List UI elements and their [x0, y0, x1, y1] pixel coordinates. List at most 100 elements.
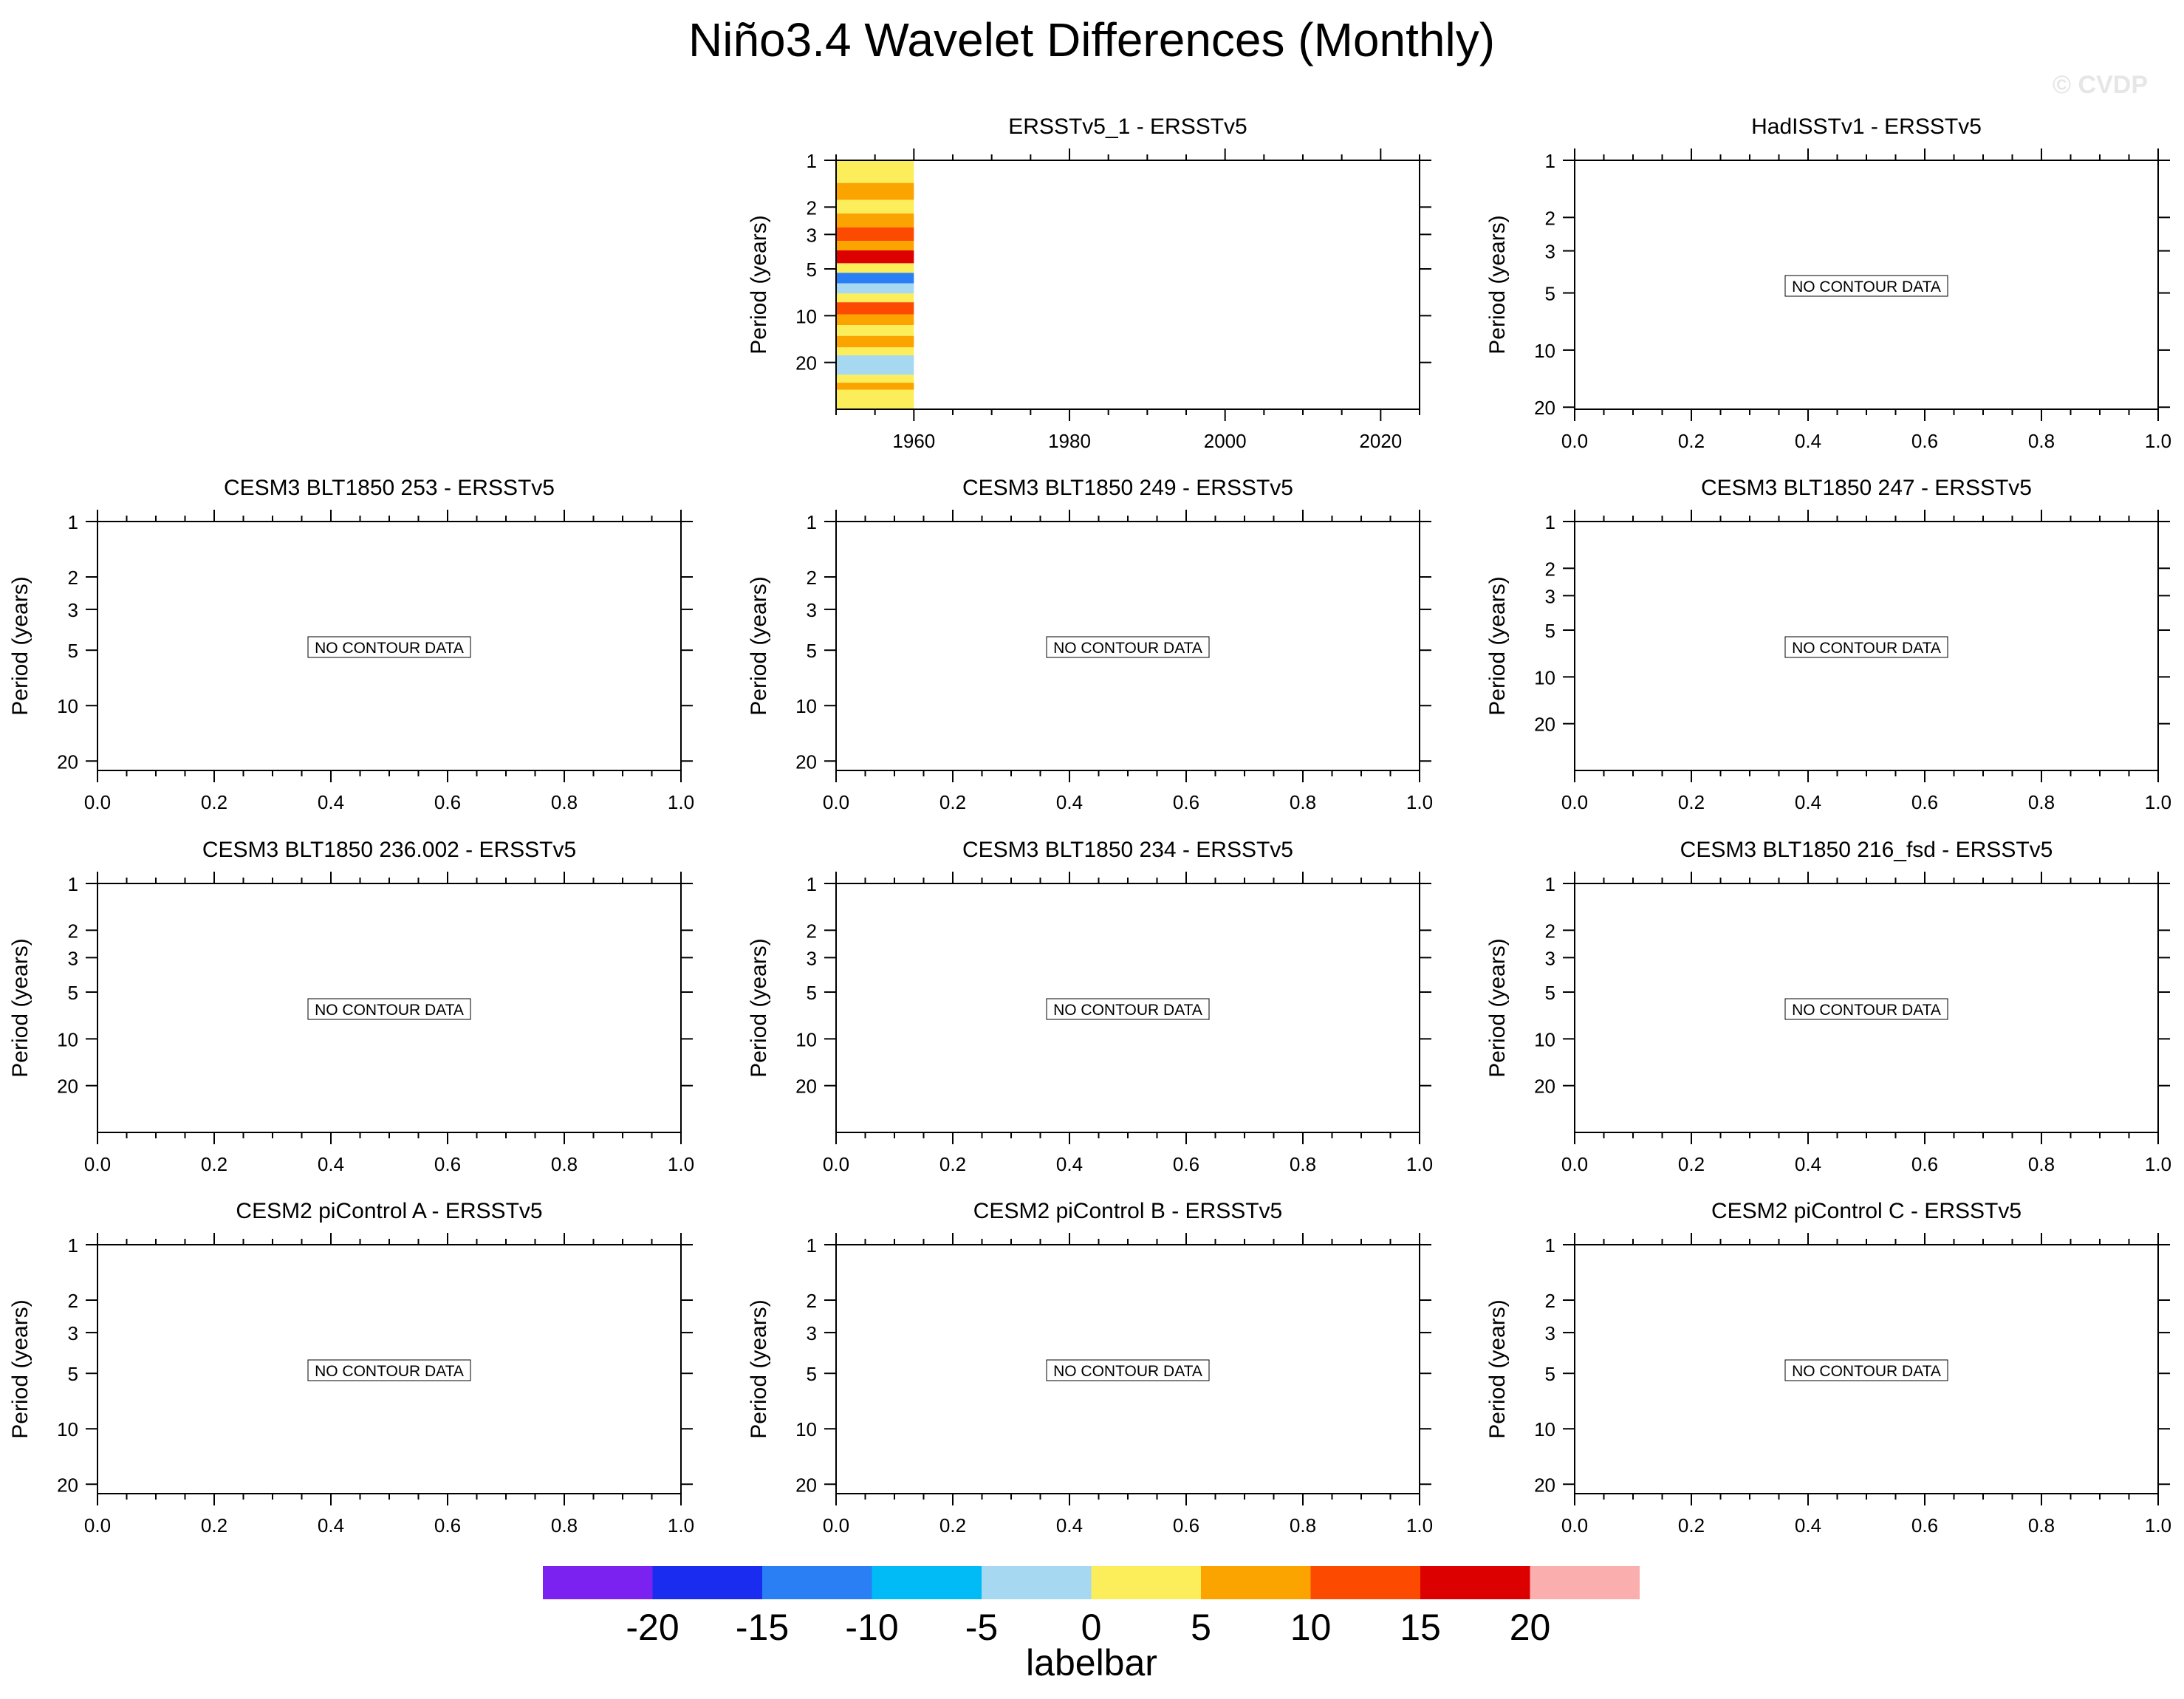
no-data-box [307, 1359, 471, 1381]
y-tick-label: 2 [68, 567, 78, 589]
panel-title: CESM3 BLT1850 247 - ERSSTv5 [1701, 476, 2032, 500]
x-tick-label: 1.0 [668, 1153, 694, 1175]
x-tick-label: 0.4 [318, 1153, 344, 1175]
y-axis-label: Period (years) [747, 1299, 771, 1438]
colorbar-swatch-9 [1420, 1566, 1530, 1599]
y-tick-label: 1 [1545, 150, 1555, 172]
x-tick-label: 0.0 [84, 1153, 111, 1175]
y-tick-label: 20 [795, 751, 817, 773]
y-tick-label: 1 [68, 873, 78, 895]
no-data-label: NO CONTOUR DATA [1792, 1363, 1941, 1380]
y-tick-label: 3 [1545, 585, 1555, 607]
x-tick-label: 0.2 [939, 1153, 966, 1175]
y-tick-label: 1 [807, 1234, 817, 1257]
colorbar-swatch-8 [1310, 1566, 1420, 1599]
x-tick-label: 0.8 [2028, 1153, 2055, 1175]
colorbar-swatch-7 [1201, 1566, 1311, 1599]
panel-title: CESM3 BLT1850 234 - ERSSTv5 [962, 838, 1293, 862]
y-axis-label: Period (years) [1485, 1299, 1510, 1438]
y-tick-label: 10 [795, 1028, 817, 1050]
y-tick-label: 10 [1534, 1418, 1555, 1440]
x-tick-label: 0.6 [434, 791, 461, 813]
x-tick-label: 1.0 [1406, 791, 1433, 813]
watermark: © CVDP [2053, 71, 2148, 99]
x-tick-label: 0.4 [318, 791, 344, 813]
y-axis-label: Period (years) [1485, 576, 1510, 715]
y-tick-label: 5 [807, 982, 817, 1004]
contour-band-15 [836, 335, 914, 348]
y-tick-label: 1 [807, 150, 817, 172]
y-tick-label: 1 [68, 511, 78, 533]
y-tick-label: 5 [68, 982, 78, 1004]
y-tick-label: 20 [795, 1474, 817, 1496]
no-data-label: NO CONTOUR DATA [315, 1363, 464, 1380]
y-tick-label: 20 [1534, 714, 1555, 736]
y-tick-label: 5 [807, 1363, 817, 1385]
y-axis-label: Period (years) [8, 938, 32, 1077]
y-tick-label: 1 [807, 873, 817, 895]
colorbar-tick-label: -15 [736, 1607, 789, 1648]
x-tick-label: 0.6 [434, 1514, 461, 1536]
x-tick-label: 2000 [1204, 430, 1247, 452]
y-tick-label: 1 [1545, 873, 1555, 895]
x-tick-label: 1.0 [2145, 430, 2171, 452]
x-tick-label: 1.0 [668, 791, 694, 813]
x-tick-label: 0.2 [201, 791, 227, 813]
x-tick-label: 2020 [1359, 430, 1402, 452]
x-tick-label: 0.6 [1173, 1514, 1199, 1536]
x-tick-label: 0.4 [1795, 1153, 1821, 1175]
colorbar-swatch-5 [982, 1566, 1092, 1599]
contour-band-2 [836, 182, 914, 200]
x-tick-label: 0.6 [434, 1153, 461, 1175]
y-tick-label: 1 [807, 511, 817, 533]
y-axis-label: Period (years) [8, 1299, 32, 1438]
x-tick-label: 0.6 [1911, 791, 1938, 813]
contour-band-4 [836, 213, 914, 228]
panel-title: CESM3 BLT1850 236.002 - ERSSTv5 [202, 838, 576, 862]
colorbar-swatch-2 [652, 1566, 762, 1599]
x-tick-label: 0.6 [1173, 791, 1199, 813]
panel-1: ERSSTv5_1 - ERSSTv5 Period (years) 1 2 3 5 10 2… [747, 114, 1431, 452]
panel-9: CESM2 piControl A - ERSSTv5 Period (years… [8, 1199, 694, 1536]
colorbar-tick-label: -20 [626, 1607, 679, 1648]
x-tick-label: 0.0 [1561, 1514, 1588, 1536]
x-tick-label: 0.8 [2028, 430, 2055, 452]
x-tick-label: 0.0 [823, 791, 849, 813]
contour-band-20 [836, 389, 914, 409]
y-tick-label: 2 [807, 1290, 817, 1312]
y-tick-label: 2 [807, 196, 817, 219]
y-tick-label: 1 [68, 1234, 78, 1257]
x-tick-label: 0.6 [1911, 430, 1938, 452]
x-tick-label: 1960 [892, 430, 935, 452]
no-data-box [307, 636, 471, 658]
x-tick-label: 0.4 [1795, 430, 1821, 452]
y-tick-label: 5 [1545, 1363, 1555, 1385]
y-tick-label: 20 [1534, 397, 1555, 419]
contour-band-1 [836, 160, 914, 183]
x-tick-label: 0.8 [2028, 791, 2055, 813]
x-tick-label: 0.0 [823, 1514, 849, 1536]
panel-3: CESM3 BLT1850 253 - ERSSTv5 Period (years… [8, 476, 694, 813]
panel-title: CESM2 piControl C - ERSSTv5 [1711, 1199, 2022, 1223]
no-data-box [1784, 1359, 1948, 1381]
x-tick-label: 0.8 [551, 1514, 578, 1536]
figure-title: Niño3.4 Wavelet Differences (Monthly) [688, 13, 1495, 66]
x-tick-label: 1.0 [1406, 1514, 1433, 1536]
y-tick-label: 1 [1545, 511, 1555, 533]
contour-band-16 [836, 347, 914, 356]
y-tick-label: 20 [795, 352, 817, 375]
colorbar-tick-label: 0 [1081, 1607, 1102, 1648]
y-tick-label: 10 [795, 695, 817, 717]
x-tick-label: 0.2 [1678, 1514, 1705, 1536]
y-tick-label: 2 [1545, 1290, 1555, 1312]
x-tick-label: 0.4 [1056, 1514, 1083, 1536]
x-tick-label: 0.2 [1678, 791, 1705, 813]
x-tick-label: 0.8 [551, 1153, 578, 1175]
panel-title: CESM2 piControl A - ERSSTv5 [236, 1199, 542, 1223]
x-tick-label: 0.4 [1056, 1153, 1083, 1175]
y-tick-label: 10 [1534, 1028, 1555, 1050]
colorbar-tick-label: -5 [965, 1607, 998, 1648]
plot-frame [835, 160, 1420, 410]
x-tick-label: 0.4 [1795, 791, 1821, 813]
